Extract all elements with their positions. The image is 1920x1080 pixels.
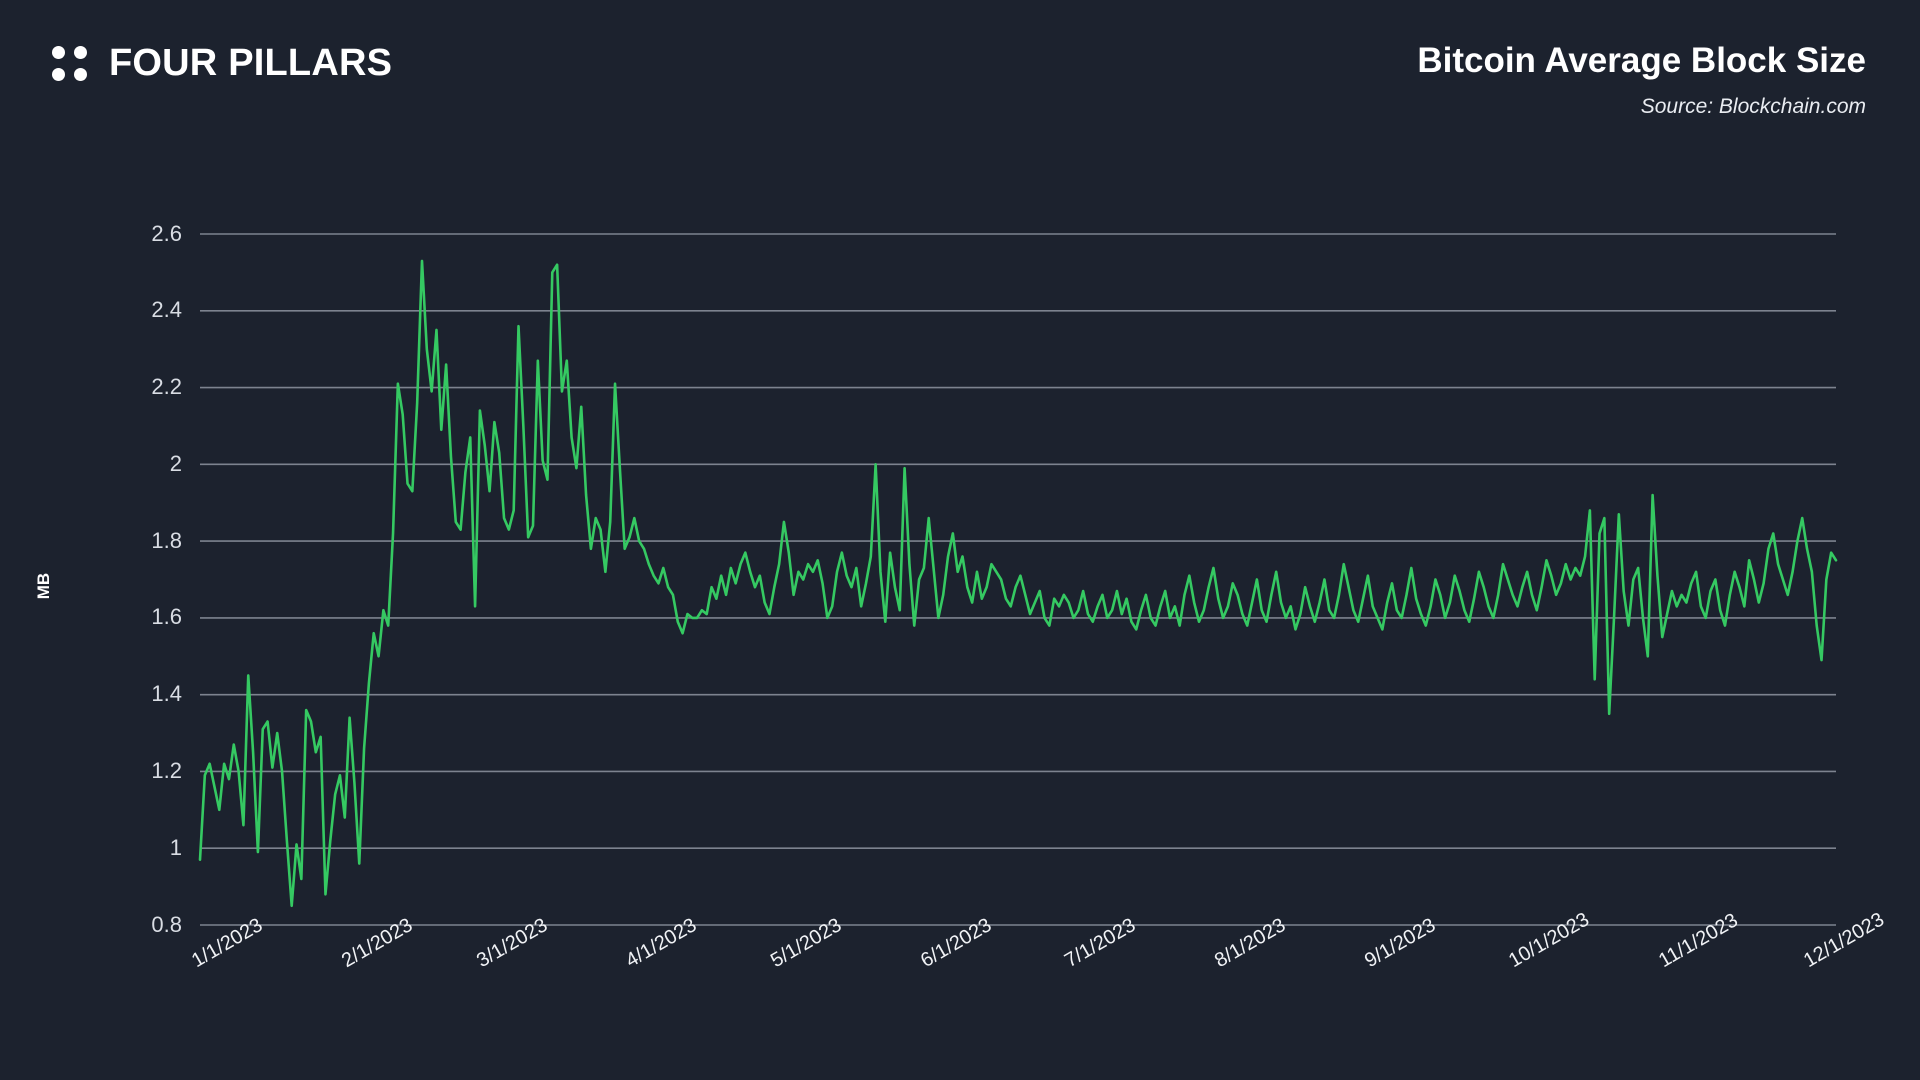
brand-name: FOUR PILLARS — [109, 42, 393, 84]
brand-logo: FOUR PILLARS — [52, 44, 392, 82]
page-title: Bitcoin Average Block Size — [1417, 41, 1866, 80]
data-series-line — [198, 259, 1838, 908]
chart-header: Bitcoin Average Block Size Source: Block… — [1417, 40, 1866, 119]
four-dots-grid-icon — [52, 45, 87, 81]
chart-source-label: Source: Blockchain.com — [1640, 95, 1866, 118]
